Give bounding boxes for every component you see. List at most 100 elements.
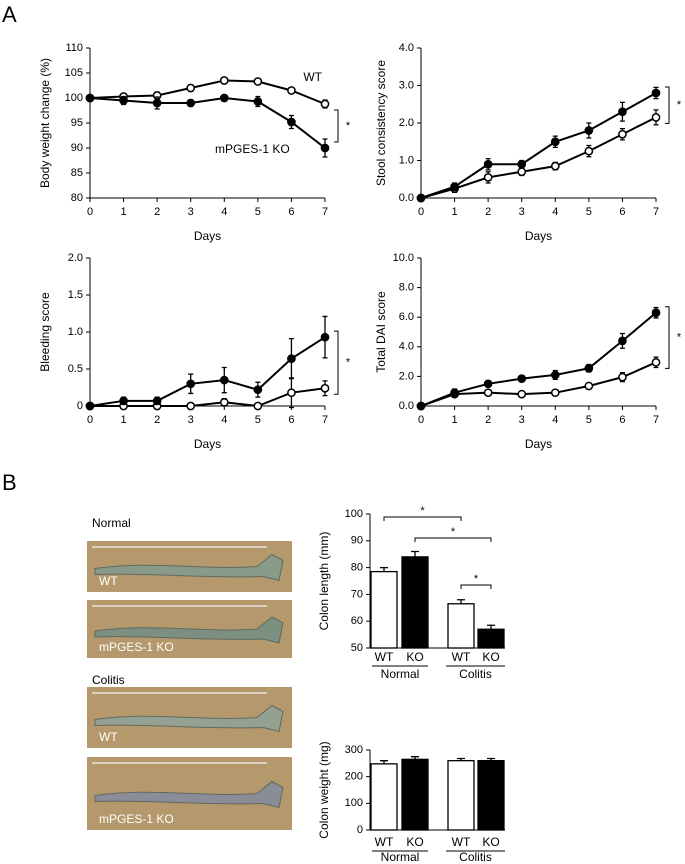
data-point (152, 396, 162, 406)
y-axis-label: Stool consistency score (374, 60, 388, 186)
series-line (420, 311, 657, 407)
y-tick-label: 85 (71, 167, 83, 179)
data-point (618, 336, 627, 346)
y-tick-label: 100 (345, 508, 363, 520)
significance-label: * (677, 331, 682, 343)
data-point (651, 357, 661, 367)
x-tick-label: 5 (255, 206, 261, 218)
y-tick-label: 0 (77, 400, 83, 412)
series-line (89, 96, 326, 149)
y-tick-label: 4.0 (399, 42, 414, 54)
x-tick-label: 7 (653, 206, 659, 218)
x-tick-label: 5 (255, 414, 261, 426)
data-point (253, 97, 263, 106)
y-tick-label: 4.0 (399, 341, 414, 353)
data-point (85, 93, 95, 103)
significance-bracket (414, 537, 492, 542)
significance-label: * (451, 526, 456, 538)
data-point (253, 401, 263, 411)
x-tick-label: 6 (619, 206, 625, 218)
y-tick-label: 105 (65, 67, 83, 79)
panel-label: B (2, 470, 17, 495)
significance-label: * (474, 573, 479, 585)
photo-group-label: Normal (92, 516, 131, 530)
x-tick-label: WT (452, 835, 471, 849)
x-tick-label: 5 (586, 414, 592, 426)
significance-bracket (383, 516, 462, 521)
photo-caption: mPGES-1 KO (99, 640, 174, 654)
data-point (483, 173, 493, 182)
y-tick-label: 8.0 (399, 282, 414, 294)
y-tick-label: 0.0 (399, 192, 414, 204)
bar (477, 628, 505, 649)
x-tick-label: 2 (154, 206, 160, 218)
x-tick-label: 1 (121, 414, 127, 426)
data-point (618, 129, 627, 139)
x-axis-label: Days (194, 437, 221, 451)
x-tick-label: 0 (418, 206, 424, 218)
group-label: Normal (381, 850, 420, 864)
series-line (90, 387, 326, 408)
x-tick-label: 1 (452, 414, 458, 426)
x-tick-label: 7 (322, 414, 328, 426)
data-point (483, 388, 493, 398)
y-axis-label: Colon length (mm) (317, 532, 331, 631)
bar (447, 603, 475, 649)
series-line (89, 79, 326, 105)
significance-bracket (665, 306, 670, 369)
data-point (517, 374, 527, 383)
photo-group-label: Colitis (92, 673, 125, 687)
error-bar (457, 599, 465, 604)
bar (447, 760, 475, 831)
x-tick-label: 4 (221, 414, 227, 426)
group-label: Colitis (459, 667, 492, 681)
series-line (420, 361, 657, 407)
significance-bracket (334, 330, 339, 395)
y-tick-label: 200 (345, 771, 363, 783)
series-line (420, 116, 657, 199)
colon (94, 616, 284, 644)
y-tick-label: 2.0 (68, 252, 83, 264)
error-bar (380, 566, 388, 572)
data-point (416, 193, 426, 203)
data-point (287, 354, 296, 363)
y-tick-label: 60 (351, 615, 363, 627)
data-point (219, 76, 229, 85)
x-tick-label: WT (375, 650, 394, 664)
data-point (320, 383, 330, 393)
x-tick-label: WT (452, 650, 471, 664)
y-tick-label: 90 (71, 142, 83, 154)
x-tick-label: 6 (619, 414, 625, 426)
x-tick-label: 7 (653, 414, 659, 426)
x-tick-label: 0 (87, 206, 93, 218)
data-point (253, 385, 263, 395)
y-tick-label: 80 (351, 562, 363, 574)
bar (370, 763, 398, 831)
significance-label: * (346, 120, 351, 132)
bar (370, 570, 398, 649)
data-point (219, 397, 229, 407)
y-axis-label: Bleeding score (38, 292, 52, 372)
y-tick-label: 1.0 (68, 326, 83, 338)
data-point (550, 137, 560, 147)
data-point (219, 93, 229, 103)
y-axis-label: Total DAI score (374, 291, 388, 373)
y-tick-label: 90 (351, 535, 363, 547)
bar (401, 556, 429, 649)
data-point (618, 107, 627, 117)
data-point (483, 379, 493, 389)
y-tick-label: 1.0 (399, 154, 414, 166)
data-point (85, 401, 95, 411)
x-tick-label: 0 (418, 414, 424, 426)
significance-bracket (460, 584, 492, 589)
x-tick-label: 6 (288, 414, 294, 426)
data-point (550, 161, 560, 171)
y-axis-label: Body weight change (%) (38, 58, 52, 188)
x-tick-label: 6 (288, 206, 294, 218)
x-tick-label: KO (406, 650, 423, 664)
data-point (651, 308, 661, 318)
colon (94, 780, 284, 809)
bar (477, 760, 505, 831)
y-tick-label: 70 (351, 588, 363, 600)
